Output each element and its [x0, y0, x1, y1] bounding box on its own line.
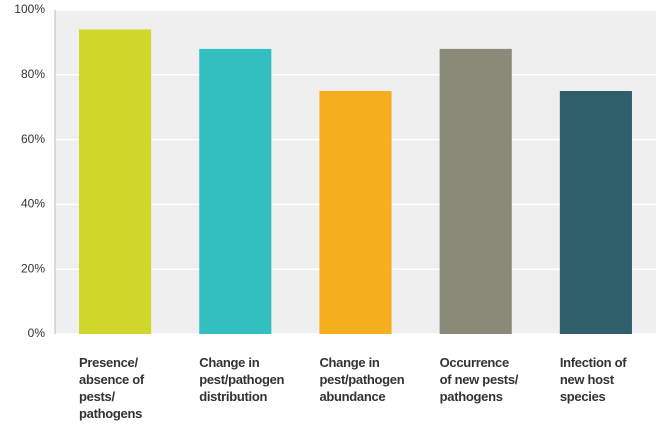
- y-tick-label: 40%: [21, 197, 45, 211]
- bar: [319, 91, 392, 334]
- x-tick-label: Occurrence of new pests/ pathogens: [439, 355, 519, 404]
- y-tick-label: 80%: [21, 67, 45, 81]
- x-tick-label: Infection of new host species: [559, 355, 627, 404]
- x-tick-label: Change in pest/pathogen distribution: [199, 355, 285, 404]
- bar: [79, 29, 152, 334]
- bar: [199, 48, 272, 334]
- y-tick-label: 100%: [14, 2, 45, 16]
- bar: [559, 91, 632, 334]
- y-tick-label: 0%: [28, 326, 46, 340]
- x-tick-label: Presence/ absence of pests/ pathogens: [79, 355, 144, 421]
- x-tick-label: Change in pest/pathogen abundance: [319, 355, 405, 404]
- y-tick-label: 60%: [21, 132, 45, 146]
- bar: [439, 48, 512, 334]
- y-tick-label: 20%: [21, 261, 45, 275]
